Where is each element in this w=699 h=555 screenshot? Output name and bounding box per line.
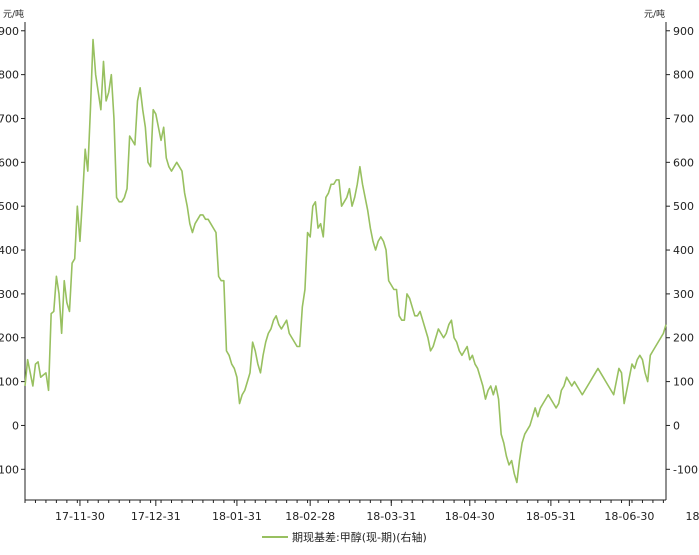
y-tick-label-right: 700 bbox=[673, 112, 694, 125]
x-tick-label: 18-07-31 bbox=[686, 510, 699, 523]
y-ticks-right: -100 0 100 200 300 400 500 600 700 800 900 bbox=[666, 25, 698, 476]
y-tick-label-left: 300 bbox=[0, 288, 19, 301]
y-tick-label-right: 600 bbox=[673, 156, 694, 169]
y-tick-label-right: 200 bbox=[673, 332, 694, 345]
legend-label: 期现基差:甲醇(现-期)(右轴) bbox=[292, 530, 427, 544]
x-tick-label: 17-11-30 bbox=[55, 510, 105, 523]
y-tick-label-left: 700 bbox=[0, 112, 19, 125]
x-tick-label: 17-12-31 bbox=[131, 510, 181, 523]
y-tick-label-right: 400 bbox=[673, 244, 694, 257]
y-tick-label-left: 900 bbox=[0, 25, 19, 38]
x-tick-label: 18-04-30 bbox=[445, 510, 495, 523]
x-ticks: 17-11-30 17-12-31 18-01-31 18-02-28 18-03-31… bbox=[24, 500, 699, 523]
x-tick-label: 18-03-31 bbox=[366, 510, 416, 523]
axes bbox=[24, 22, 667, 501]
x-tick-label: 18-06-30 bbox=[604, 510, 654, 523]
y-tick-label-right: 500 bbox=[673, 200, 694, 213]
left-unit-label: 元/吨 bbox=[3, 8, 24, 20]
y-tick-label-left: 800 bbox=[0, 69, 19, 82]
y-ticks-left: -100 0 100 200 300 400 500 600 700 800 900 bbox=[0, 25, 25, 476]
y-tick-label-right: 900 bbox=[673, 25, 694, 38]
y-tick-label-left: -100 bbox=[0, 463, 19, 476]
x-tick-label: 18-01-31 bbox=[212, 510, 262, 523]
y-tick-label-left: 600 bbox=[0, 156, 19, 169]
x-tick-label: 18-02-28 bbox=[285, 510, 335, 523]
legend: 期现基差:甲醇(现-期)(右轴) bbox=[262, 530, 427, 544]
y-tick-label-right: 800 bbox=[673, 69, 694, 82]
y-tick-label-right: 100 bbox=[673, 376, 694, 389]
series-line-methanol-basis bbox=[24, 38, 667, 484]
y-tick-label-left: 200 bbox=[0, 332, 19, 345]
x-tick-label: 18-05-31 bbox=[526, 510, 576, 523]
y-tick-label-left: 500 bbox=[0, 200, 19, 213]
y-tick-label-left: 0 bbox=[12, 419, 19, 432]
y-tick-label-left: 400 bbox=[0, 244, 19, 257]
y-tick-label-right: 0 bbox=[673, 419, 680, 432]
right-unit-label: 元/吨 bbox=[644, 8, 665, 20]
y-tick-label-left: 100 bbox=[0, 376, 19, 389]
y-tick-label-right: -100 bbox=[673, 463, 698, 476]
y-tick-label-right: 300 bbox=[673, 288, 694, 301]
